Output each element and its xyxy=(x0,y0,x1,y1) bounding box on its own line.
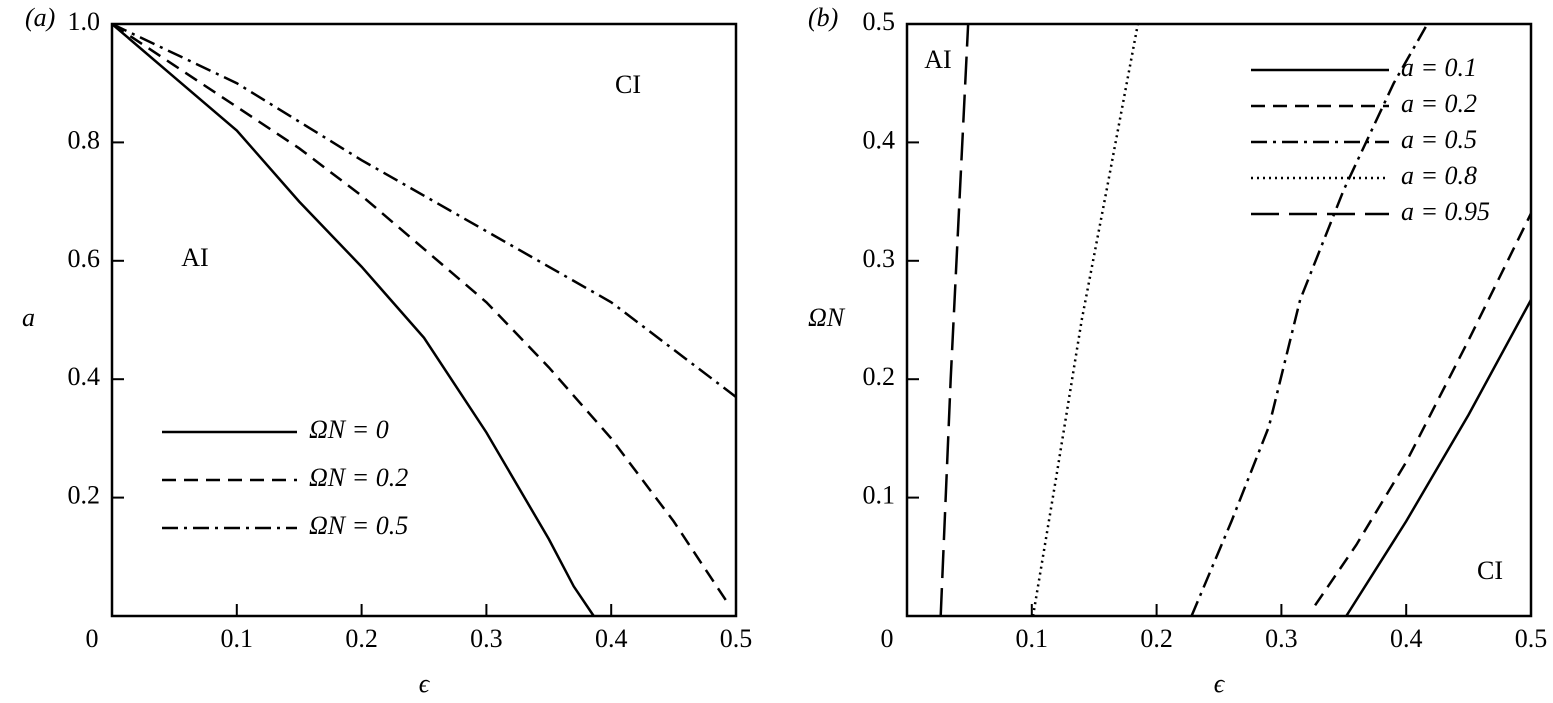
y-tick-label: 0.1 xyxy=(863,481,896,510)
y-tick-label: 1.0 xyxy=(68,7,101,36)
legend-label: a = 0.1 xyxy=(1401,53,1477,82)
series-line xyxy=(939,23,970,617)
plot-frame xyxy=(110,22,738,618)
region-label: CI xyxy=(615,70,641,99)
legend-label: a = 0.2 xyxy=(1401,89,1477,118)
y-axis-label: ΩN xyxy=(808,303,846,332)
x-tick-label: 0 xyxy=(881,624,894,653)
series-line xyxy=(111,22,737,398)
y-tick-label: 0.3 xyxy=(863,244,896,273)
y-tick-label: 0.4 xyxy=(863,125,896,154)
y-axis-label: a xyxy=(22,303,35,332)
y-tick-label: 0.4 xyxy=(68,362,101,391)
x-tick-label: 0 xyxy=(86,624,99,653)
series-line xyxy=(1190,23,1429,617)
legend-label: ΩN = 0.5 xyxy=(309,511,408,540)
series-line xyxy=(1314,212,1533,607)
panel-label: (a) xyxy=(25,3,55,32)
region-label: AI xyxy=(181,243,208,272)
region-label: CI xyxy=(1477,556,1503,585)
x-tick-label: 0.5 xyxy=(1515,624,1548,653)
y-tick-label: 0.8 xyxy=(68,125,101,154)
legend-label: a = 0.5 xyxy=(1401,125,1477,154)
region-label: AI xyxy=(924,45,951,74)
series-line xyxy=(1345,299,1533,617)
x-tick-label: 0.4 xyxy=(595,624,628,653)
x-tick-label: 0.5 xyxy=(720,624,753,653)
plot-frame xyxy=(905,22,1533,618)
panel-label: (b) xyxy=(808,3,838,32)
x-tick-label: 0.2 xyxy=(1140,624,1173,653)
legend-label: ΩN = 0 xyxy=(309,415,389,444)
y-tick-label: 0.6 xyxy=(68,244,101,273)
series-line xyxy=(111,22,730,605)
x-tick-label: 0.1 xyxy=(1016,624,1049,653)
x-tick-label: 0.2 xyxy=(345,624,378,653)
x-tick-label: 0.4 xyxy=(1390,624,1423,653)
x-axis-label: ϵ xyxy=(419,669,431,698)
x-axis-label: ϵ xyxy=(1214,669,1226,698)
y-tick-label: 0.2 xyxy=(863,362,896,391)
y-tick-label: 0.2 xyxy=(68,481,101,510)
x-tick-label: 0.1 xyxy=(221,624,254,653)
x-tick-label: 0.3 xyxy=(470,624,503,653)
y-tick-label: 0.5 xyxy=(863,7,896,36)
legend-label: a = 0.95 xyxy=(1401,197,1490,226)
legend-label: a = 0.8 xyxy=(1401,161,1477,190)
legend-label: ΩN = 0.2 xyxy=(309,463,408,492)
x-tick-label: 0.3 xyxy=(1265,624,1298,653)
series-line xyxy=(111,23,595,617)
series-line xyxy=(1031,23,1140,617)
